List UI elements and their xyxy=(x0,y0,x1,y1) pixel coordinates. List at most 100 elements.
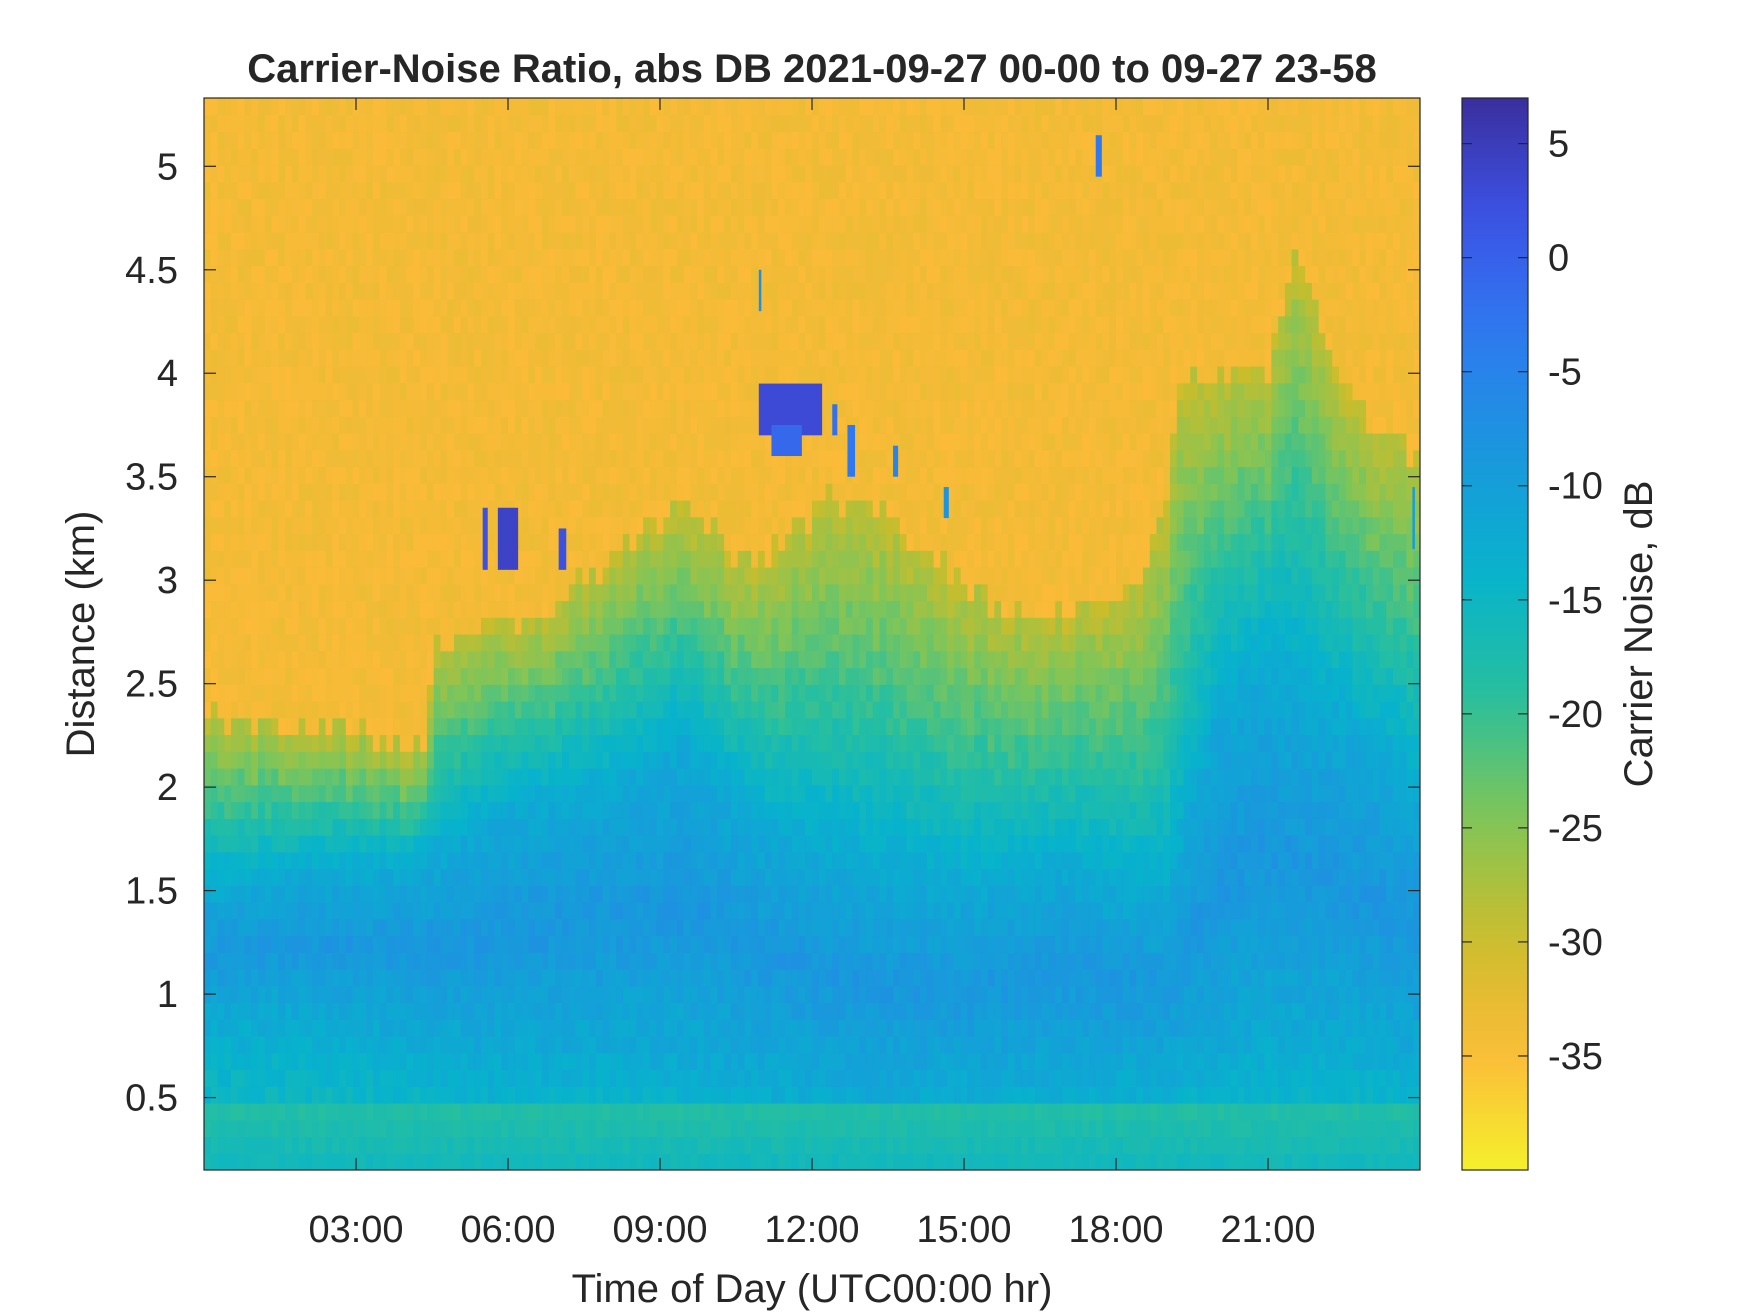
heatmap-cell xyxy=(426,617,435,635)
heatmap-cell xyxy=(656,634,664,652)
heatmap-cell xyxy=(237,500,246,518)
heatmap-cell xyxy=(494,600,502,618)
heatmap-cell xyxy=(204,382,212,401)
heatmap-cell xyxy=(535,148,543,166)
heatmap-cell xyxy=(535,382,543,401)
heatmap-cell xyxy=(683,784,691,803)
heatmap-cell xyxy=(690,918,698,937)
heatmap-cell xyxy=(474,516,482,535)
heatmap-cell xyxy=(697,1153,705,1170)
heatmap-cell xyxy=(555,734,563,752)
heatmap-cell xyxy=(548,550,556,568)
heatmap-cell xyxy=(656,835,664,853)
heatmap-cell xyxy=(582,617,590,635)
heatmap-cell xyxy=(683,516,691,535)
heatmap-cell xyxy=(298,165,306,183)
heatmap-cell xyxy=(501,851,509,870)
heatmap-cell xyxy=(690,1136,698,1154)
heatmap-cell xyxy=(568,382,577,401)
heatmap-cell xyxy=(595,500,604,518)
heatmap-cell xyxy=(372,483,381,501)
heatmap-cell xyxy=(487,500,496,518)
heatmap-cell xyxy=(494,131,502,149)
heatmap-cell xyxy=(609,784,617,803)
heatmap-cell xyxy=(224,701,232,719)
heatmap-cell xyxy=(609,500,617,518)
heatmap-cell xyxy=(548,349,556,367)
heatmap-cell xyxy=(406,449,415,468)
heatmap-cell xyxy=(474,1136,482,1154)
heatmap-cell xyxy=(372,835,381,853)
heatmap-cell xyxy=(210,449,219,468)
heatmap-cell xyxy=(676,751,685,769)
heatmap-cell xyxy=(467,935,475,953)
heatmap-cell xyxy=(595,634,604,652)
heatmap-cell xyxy=(440,667,448,685)
heatmap-cell xyxy=(494,366,502,384)
heatmap-cell xyxy=(548,918,556,937)
heatmap-cell xyxy=(514,98,523,116)
heatmap-cell xyxy=(703,516,712,535)
heatmap-cell xyxy=(568,1019,577,1037)
heatmap-cell xyxy=(312,366,320,384)
heatmap-cell xyxy=(528,382,536,401)
heatmap-cell xyxy=(514,969,523,987)
heatmap-cell xyxy=(210,516,219,535)
heatmap-cell xyxy=(622,215,631,233)
heatmap-cell xyxy=(406,734,415,752)
heatmap-cell xyxy=(453,1052,462,1071)
heatmap-cell xyxy=(224,248,232,267)
heatmap-cell xyxy=(440,617,448,635)
heatmap-cell xyxy=(636,885,644,903)
heatmap-cell xyxy=(359,131,367,149)
heatmap-cell xyxy=(690,449,698,468)
heatmap-cell xyxy=(305,1153,313,1170)
heatmap-cell xyxy=(251,1136,259,1154)
heatmap-cell xyxy=(251,232,259,250)
heatmap-cell xyxy=(291,215,300,233)
heatmap-cell xyxy=(426,835,435,853)
heatmap-cell xyxy=(460,600,469,618)
heatmap-cell xyxy=(413,1019,421,1037)
heatmap-cell xyxy=(251,583,259,602)
heatmap-cell xyxy=(231,935,239,953)
heatmap-cell xyxy=(562,466,570,484)
heatmap-cell xyxy=(676,902,685,920)
heatmap-cell xyxy=(352,500,360,518)
heatmap-cell xyxy=(372,265,381,283)
heatmap-cell xyxy=(494,466,502,484)
heatmap-cell xyxy=(251,734,259,752)
heatmap-cell xyxy=(359,382,367,401)
heatmap-cell xyxy=(399,684,408,702)
heatmap-cell xyxy=(420,634,428,652)
heatmap-cell xyxy=(224,148,232,166)
heatmap-cell xyxy=(582,684,590,702)
heatmap-cell xyxy=(352,148,360,166)
heatmap-cell xyxy=(325,265,333,283)
heatmap-cell xyxy=(589,416,597,434)
heatmap-cell xyxy=(609,1086,617,1104)
heatmap-cell xyxy=(372,282,381,300)
heatmap-cell xyxy=(474,969,482,987)
heatmap-cell xyxy=(345,516,354,535)
heatmap-cell xyxy=(474,349,482,367)
heatmap-cell xyxy=(426,1019,435,1037)
heatmap-cell xyxy=(670,1119,678,1138)
heatmap-cell xyxy=(406,516,415,535)
heatmap-cell xyxy=(575,835,583,853)
heatmap-cell xyxy=(366,918,374,937)
heatmap-cell xyxy=(399,98,408,116)
heatmap-cell xyxy=(683,466,691,484)
heatmap-cell xyxy=(643,198,651,216)
heatmap-cell xyxy=(440,935,448,953)
heatmap-cell xyxy=(393,935,401,953)
heatmap-cell xyxy=(589,617,597,635)
heatmap-cell xyxy=(305,349,313,367)
heatmap-cell xyxy=(703,617,712,635)
heatmap-cell xyxy=(413,500,421,518)
heatmap-cell xyxy=(204,684,212,702)
heatmap-cell xyxy=(224,985,232,1004)
heatmap-cell xyxy=(663,1036,671,1054)
heatmap-cell xyxy=(555,483,563,501)
heatmap-cell xyxy=(494,265,502,283)
